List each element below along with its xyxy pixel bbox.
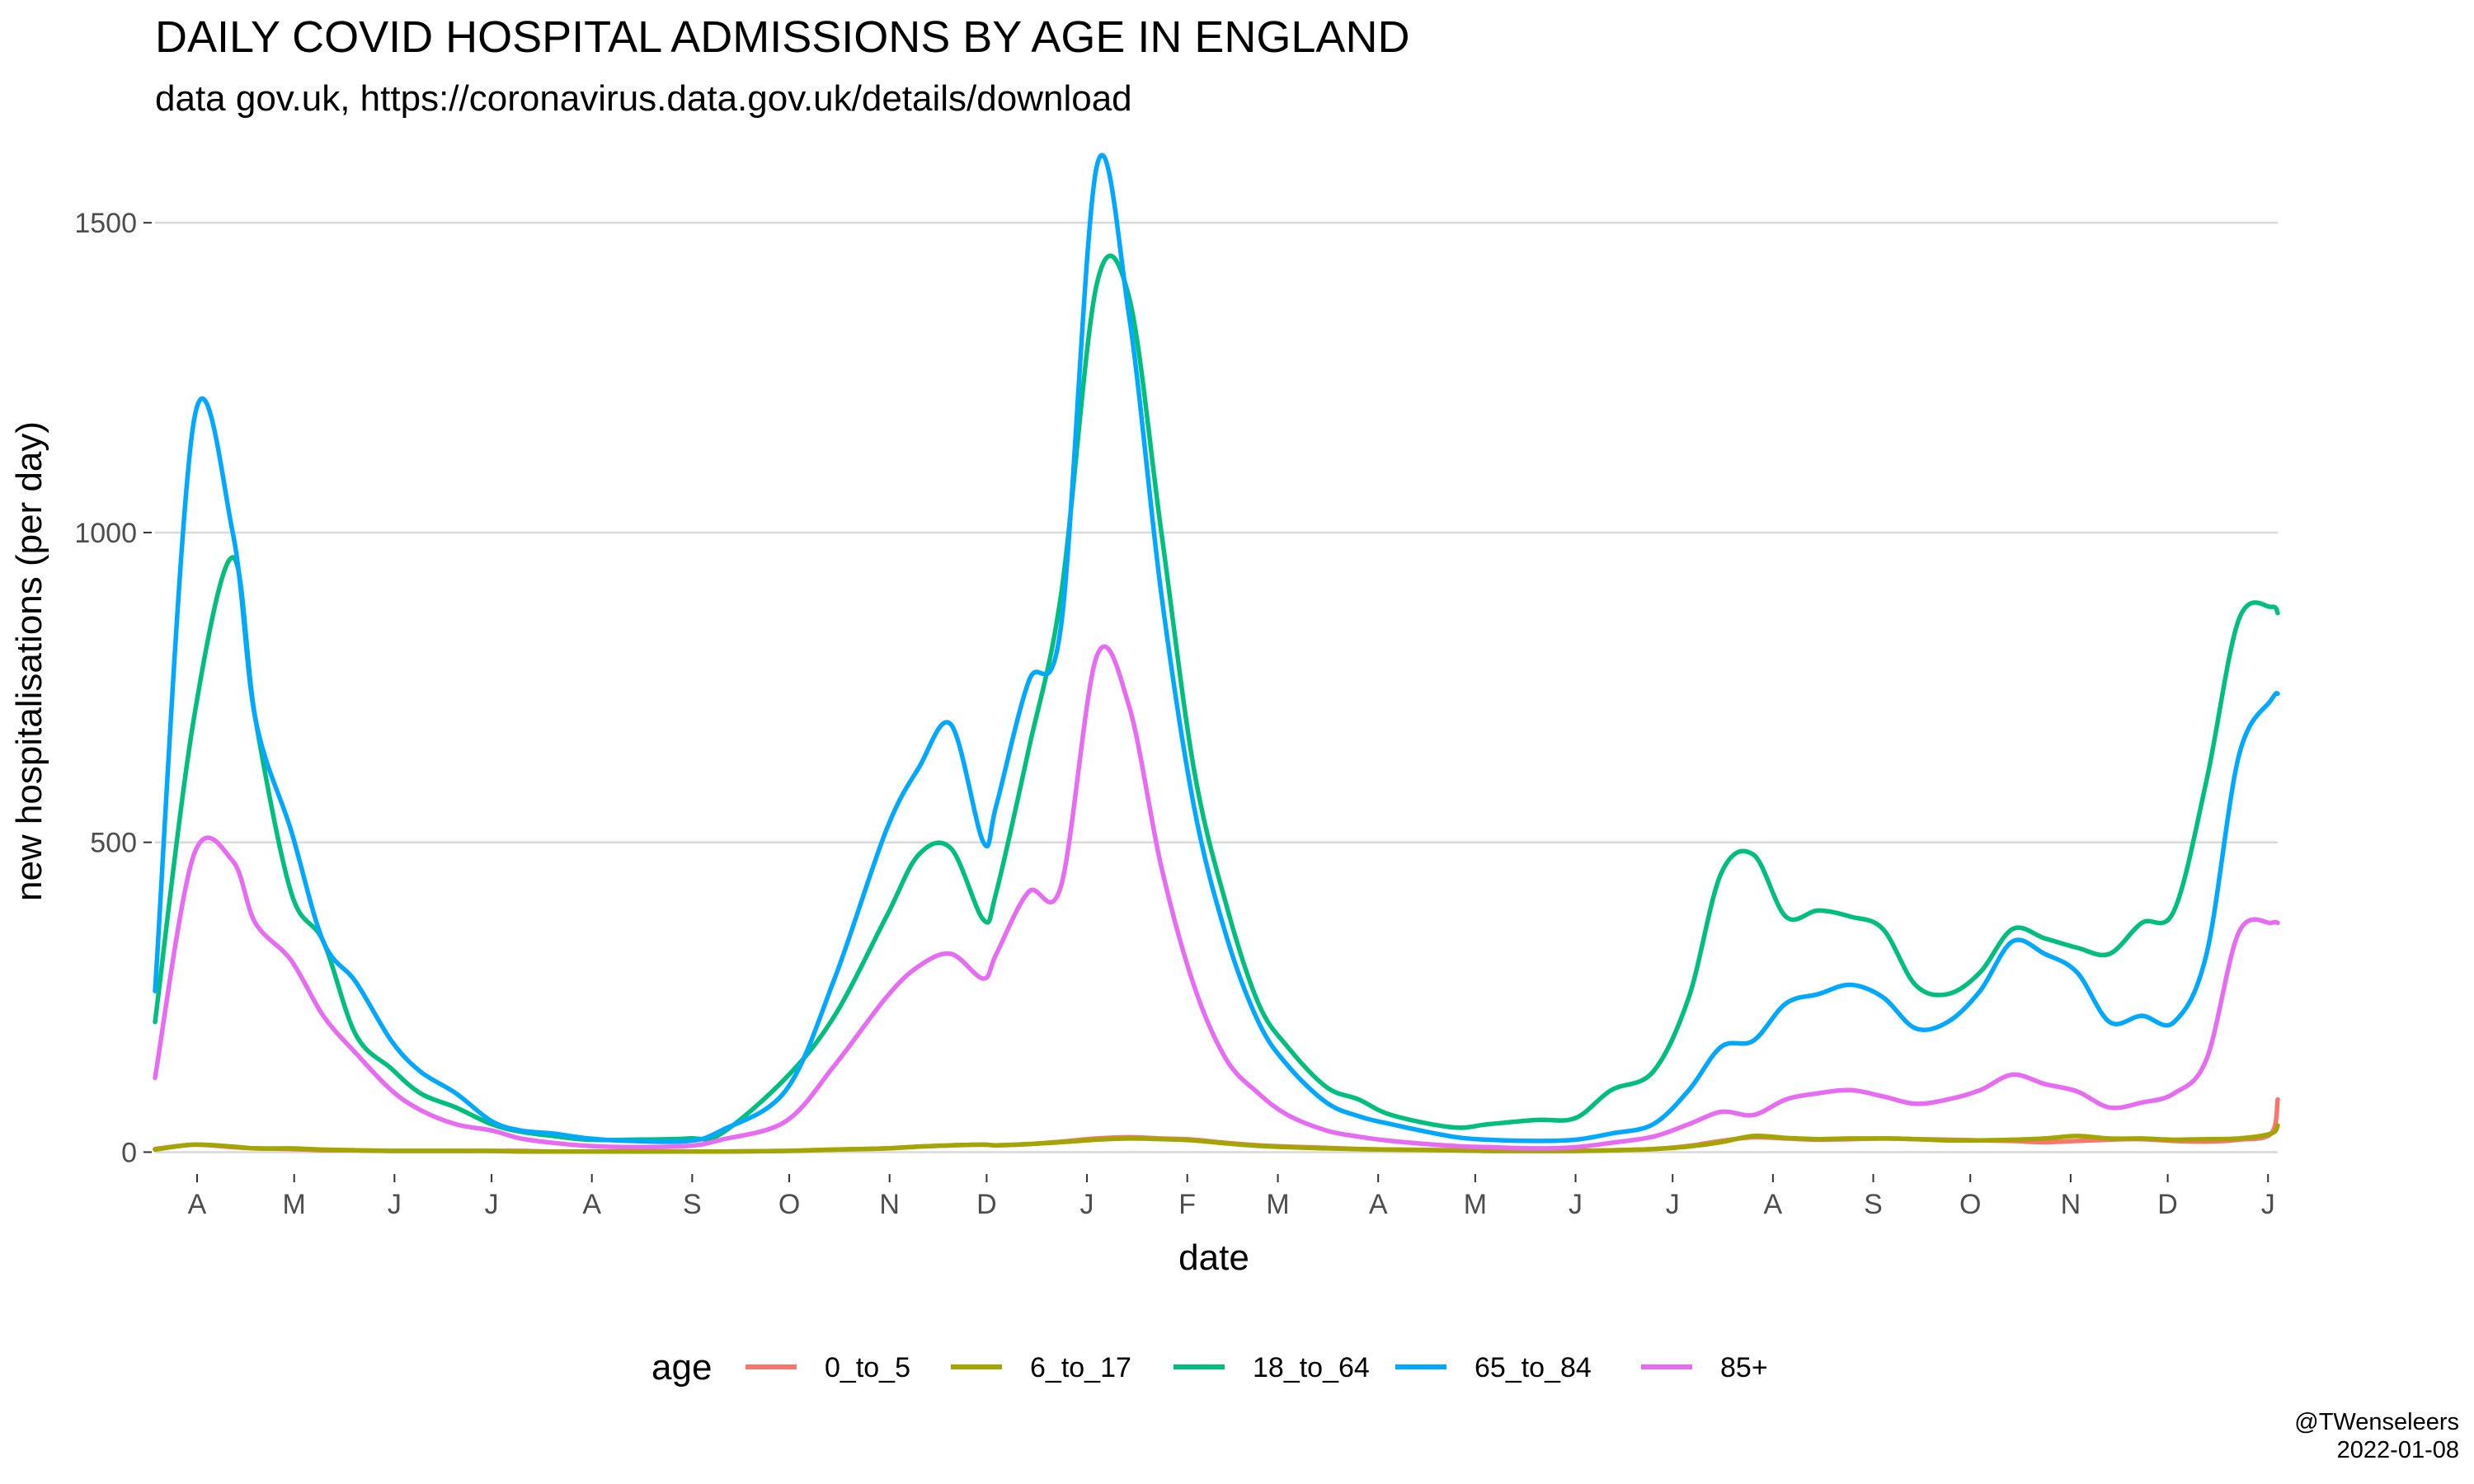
x-tick-label: A [582, 1189, 601, 1220]
legend: age 0_to_5 6_to_17 18_to_64 65_to_84 85+ [651, 1347, 1768, 1388]
x-tick-label: M [1464, 1189, 1487, 1220]
x-tick-label: A [188, 1189, 207, 1220]
y-tick-label: 1000 [74, 518, 137, 549]
x-axis-title: date [1178, 1237, 1249, 1278]
chart-subtitle: data gov.uk, https://coronavirus.data.go… [155, 78, 1132, 119]
legend-label: 18_to_64 [1253, 1352, 1370, 1383]
chart-title: DAILY COVID HOSPITAL ADMISSIONS BY AGE I… [155, 12, 1410, 62]
credit-author: @TWenseleers [2294, 1409, 2459, 1435]
y-axis: 0 500 1000 1500 [74, 208, 152, 1168]
x-tick-label: O [778, 1189, 800, 1220]
x-tick-label: J [1666, 1189, 1680, 1220]
x-tick-label: J [1569, 1189, 1583, 1220]
y-tick-label: 500 [90, 828, 137, 859]
series-lines [153, 153, 2280, 1154]
legend-label: 6_to_17 [1030, 1352, 1131, 1383]
credit-date: 2022-01-08 [2336, 1437, 2459, 1463]
legend-label: 65_to_84 [1475, 1352, 1592, 1383]
legend-title: age [651, 1347, 712, 1388]
series-line-85- [153, 644, 2280, 1151]
series-line-18-to-64 [153, 253, 2280, 1143]
legend-label: 0_to_5 [825, 1352, 910, 1383]
series-line-65-to-84 [153, 153, 2280, 1144]
credit: @TWenseleers 2022-01-08 [2294, 1408, 2459, 1464]
x-tick-label: S [1864, 1189, 1883, 1220]
x-tick-label: J [2261, 1189, 2275, 1220]
x-tick-label: O [1959, 1189, 1981, 1220]
x-tick-label: J [485, 1189, 499, 1220]
x-tick-label: J [1080, 1189, 1094, 1220]
x-tick-label: J [388, 1189, 402, 1220]
y-tick-label: 0 [121, 1137, 137, 1168]
x-tick-label: N [2061, 1189, 2081, 1220]
y-axis-title: new hospitalisations (per day) [9, 421, 49, 901]
x-tick-label: D [2157, 1189, 2178, 1220]
y-tick-label: 1500 [74, 208, 137, 239]
x-tick-label: A [1764, 1189, 1783, 1220]
x-tick-label: M [283, 1189, 306, 1220]
x-tick-label: F [1178, 1189, 1196, 1220]
x-tick-label: A [1369, 1189, 1388, 1220]
series-line-6-to-17 [153, 1123, 2280, 1154]
legend-label: 85+ [1720, 1352, 1768, 1383]
x-tick-label: N [879, 1189, 900, 1220]
x-tick-label: M [1266, 1189, 1289, 1220]
x-tick-label: S [683, 1189, 702, 1220]
x-tick-label: D [976, 1189, 997, 1220]
